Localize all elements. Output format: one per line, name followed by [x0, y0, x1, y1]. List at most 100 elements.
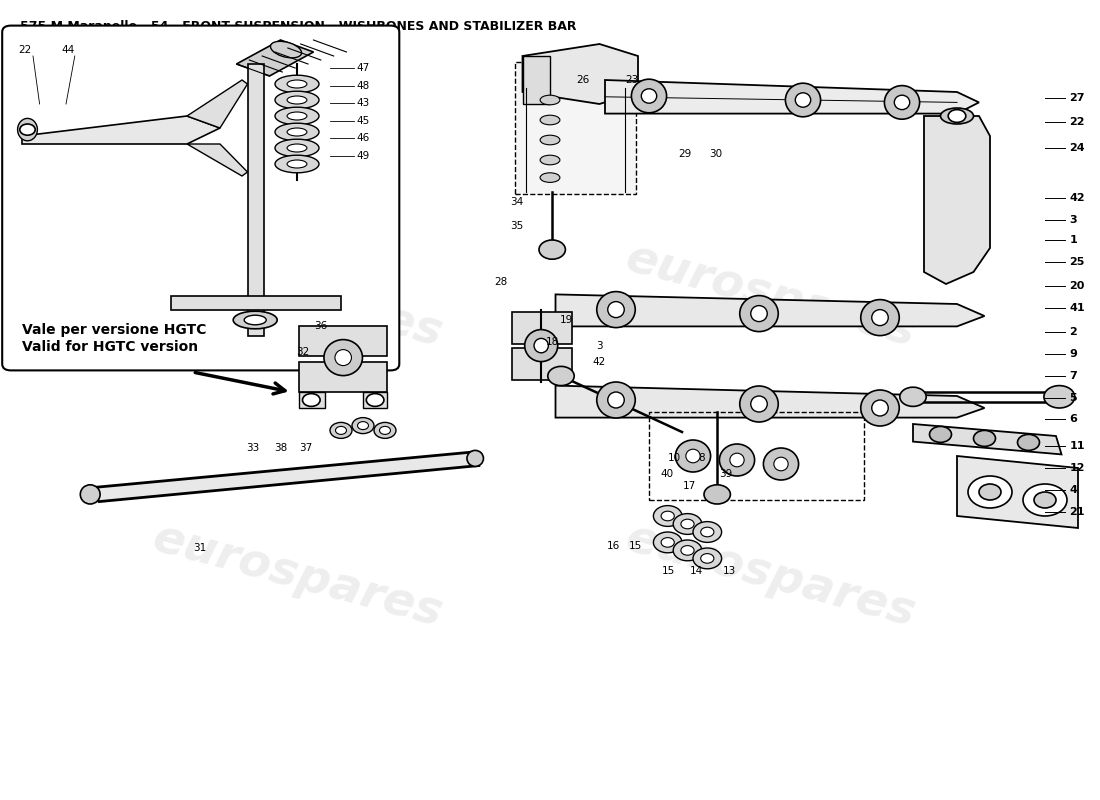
Ellipse shape [860, 390, 900, 426]
Circle shape [900, 387, 926, 406]
Circle shape [681, 546, 694, 555]
Text: 49: 49 [356, 151, 370, 161]
Text: 44: 44 [62, 45, 75, 54]
Text: 19: 19 [560, 315, 573, 325]
Circle shape [539, 240, 565, 259]
Text: 36: 36 [315, 321, 328, 330]
Ellipse shape [884, 86, 920, 119]
Ellipse shape [631, 79, 667, 113]
Text: 6: 6 [1069, 414, 1077, 424]
Text: 30: 30 [710, 149, 723, 158]
Circle shape [1018, 434, 1040, 450]
Polygon shape [299, 326, 387, 356]
Circle shape [374, 422, 396, 438]
Polygon shape [299, 392, 324, 408]
Text: 4: 4 [1069, 485, 1077, 494]
Circle shape [974, 430, 996, 446]
Circle shape [653, 532, 682, 553]
Text: 1: 1 [1069, 235, 1077, 245]
Circle shape [930, 426, 952, 442]
Circle shape [1023, 484, 1067, 516]
Circle shape [661, 511, 674, 521]
Ellipse shape [641, 89, 657, 103]
Circle shape [1034, 492, 1056, 508]
Circle shape [336, 426, 346, 434]
Ellipse shape [244, 315, 266, 325]
Circle shape [948, 110, 966, 122]
Text: 3: 3 [1069, 215, 1077, 225]
Ellipse shape [540, 135, 560, 145]
Circle shape [653, 506, 682, 526]
Text: eurospares: eurospares [147, 236, 447, 356]
Ellipse shape [275, 91, 319, 109]
Text: 31: 31 [194, 543, 207, 553]
Ellipse shape [287, 112, 307, 120]
Polygon shape [556, 386, 984, 418]
Circle shape [704, 485, 730, 504]
Ellipse shape [275, 75, 319, 93]
Ellipse shape [597, 382, 636, 418]
Ellipse shape [608, 302, 625, 318]
Circle shape [20, 124, 35, 135]
Ellipse shape [323, 339, 363, 375]
Polygon shape [522, 44, 638, 104]
Ellipse shape [540, 95, 560, 105]
Text: 46: 46 [356, 134, 370, 143]
Text: 3: 3 [596, 341, 603, 350]
Text: 34: 34 [510, 197, 524, 206]
Ellipse shape [739, 386, 778, 422]
Text: 8: 8 [698, 453, 705, 462]
Text: Vale per versione HGTC
Valid for HGTC version: Vale per versione HGTC Valid for HGTC ve… [22, 323, 207, 354]
Bar [649, 412, 864, 500]
Ellipse shape [940, 108, 974, 124]
Circle shape [548, 366, 574, 386]
Polygon shape [22, 116, 220, 144]
Ellipse shape [860, 300, 900, 336]
Text: 24: 24 [1069, 143, 1085, 153]
Text: 26: 26 [576, 75, 590, 85]
Text: 11: 11 [1069, 441, 1085, 450]
Ellipse shape [287, 128, 307, 136]
Polygon shape [363, 392, 387, 408]
Polygon shape [913, 424, 1062, 454]
Polygon shape [187, 80, 248, 128]
Text: 45: 45 [356, 116, 370, 126]
Text: 10: 10 [668, 453, 681, 462]
Ellipse shape [739, 296, 778, 331]
Text: 22: 22 [19, 45, 32, 54]
Ellipse shape [287, 80, 307, 88]
Bar [515, 62, 636, 194]
Text: eurospares: eurospares [620, 516, 920, 636]
Ellipse shape [785, 83, 821, 117]
Text: 20: 20 [1069, 281, 1085, 290]
Text: eurospares: eurospares [620, 236, 920, 356]
Text: 5: 5 [1069, 393, 1077, 402]
Text: 17: 17 [683, 482, 696, 491]
FancyBboxPatch shape [2, 26, 399, 370]
Ellipse shape [729, 453, 744, 467]
Text: 16: 16 [607, 541, 620, 550]
Text: 22: 22 [1069, 117, 1085, 126]
Text: 575 M Maranello - 54 - FRONT SUSPENSION - WISHBONES AND STABILIZER BAR: 575 M Maranello - 54 - FRONT SUSPENSION … [20, 20, 576, 33]
Ellipse shape [334, 350, 352, 366]
Circle shape [673, 514, 702, 534]
Polygon shape [512, 312, 572, 344]
Text: 25: 25 [1069, 257, 1085, 266]
Circle shape [701, 527, 714, 537]
Text: 21: 21 [1069, 507, 1085, 517]
Circle shape [352, 418, 374, 434]
Text: 40: 40 [660, 469, 673, 478]
Circle shape [366, 394, 384, 406]
Ellipse shape [287, 160, 307, 168]
Ellipse shape [795, 93, 811, 107]
Circle shape [673, 540, 702, 561]
Polygon shape [170, 296, 341, 310]
Circle shape [661, 538, 674, 547]
Text: 23: 23 [625, 75, 638, 85]
Text: 15: 15 [629, 541, 642, 550]
Ellipse shape [686, 450, 700, 462]
Polygon shape [88, 452, 478, 502]
Polygon shape [187, 144, 248, 176]
Text: 38: 38 [274, 443, 287, 453]
Text: 27: 27 [1069, 93, 1085, 102]
